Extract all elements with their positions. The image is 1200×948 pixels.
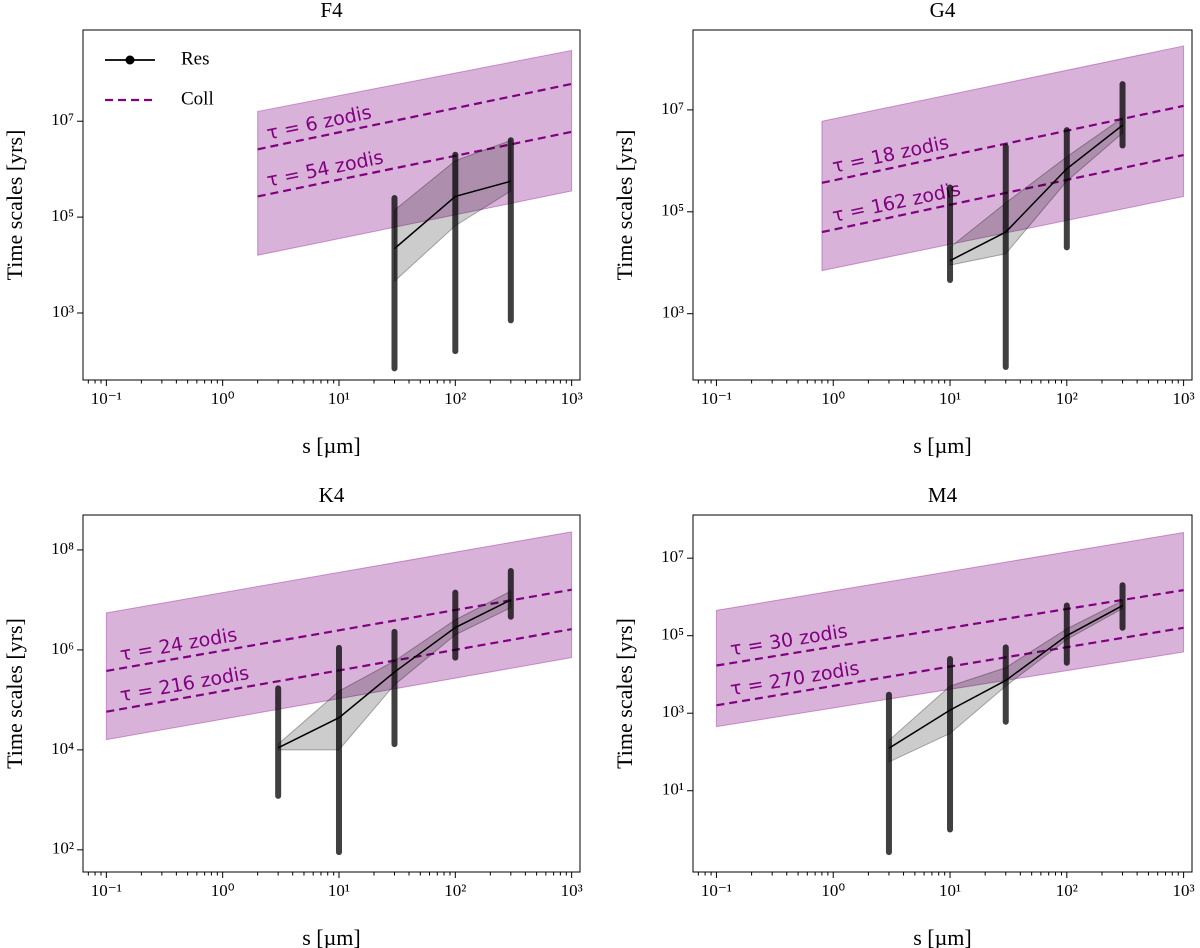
x-tick-label: 10⁻¹ bbox=[91, 881, 122, 900]
coll-line bbox=[716, 589, 1184, 667]
y-tick-label: 10⁵ bbox=[51, 206, 74, 225]
res-line bbox=[394, 180, 512, 250]
x-tick-label: 10² bbox=[1056, 389, 1078, 408]
y-axis-label: Time scales [yrs] bbox=[2, 130, 27, 281]
x-tick-label: 10² bbox=[444, 389, 466, 408]
x-axis-label: s [µm] bbox=[302, 925, 361, 948]
coll-line bbox=[106, 588, 572, 672]
y-tick-label: 10³ bbox=[52, 302, 74, 321]
x-axis-label: s [µm] bbox=[302, 433, 361, 458]
y-tick-label: 10³ bbox=[662, 303, 684, 322]
x-axis-label: s [µm] bbox=[913, 433, 972, 458]
y-axis-label: Time scales [yrs] bbox=[612, 618, 637, 769]
y-tick-label: 10⁵ bbox=[661, 201, 684, 220]
y-tick-label: 10⁶ bbox=[51, 639, 74, 658]
legend-label: Res bbox=[181, 48, 210, 69]
y-tick-label: 10⁵ bbox=[661, 625, 684, 644]
coll-band bbox=[257, 49, 573, 256]
axes-frame bbox=[82, 29, 581, 381]
legend-marker bbox=[125, 55, 135, 65]
y-tick-label: 10³ bbox=[662, 702, 684, 721]
legend-label: Coll bbox=[181, 88, 214, 109]
coll-line bbox=[257, 130, 572, 198]
panel-title: M4 bbox=[928, 483, 958, 507]
res-line bbox=[888, 604, 1123, 749]
coll-line bbox=[821, 104, 1184, 184]
x-tick-label: 10⁰ bbox=[211, 389, 235, 408]
x-tick-label: 10⁰ bbox=[821, 389, 845, 408]
y-tick-label: 10⁷ bbox=[51, 110, 74, 129]
x-tick-label: 10⁰ bbox=[821, 881, 845, 900]
x-tick-label: 10³ bbox=[1173, 881, 1195, 900]
x-tick-label: 10¹ bbox=[328, 881, 350, 900]
x-tick-label: 10³ bbox=[561, 389, 583, 408]
axes-frame bbox=[692, 514, 1193, 873]
y-tick-label: 10⁴ bbox=[51, 739, 74, 758]
y-tick-label: 10⁷ bbox=[661, 99, 684, 118]
panel-title: K4 bbox=[319, 483, 345, 507]
coll-band bbox=[105, 531, 573, 741]
x-tick-label: 10² bbox=[444, 881, 466, 900]
x-tick-label: 10⁻¹ bbox=[701, 881, 732, 900]
x-tick-label: 10² bbox=[1056, 881, 1078, 900]
x-tick-label: 10⁻¹ bbox=[91, 389, 122, 408]
y-tick-label: 10² bbox=[52, 839, 74, 858]
x-tick-label: 10³ bbox=[561, 881, 583, 900]
coll-line bbox=[257, 82, 572, 151]
panel-title: F4 bbox=[320, 0, 343, 22]
y-tick-label: 10⁸ bbox=[51, 539, 74, 558]
panel-title: G4 bbox=[930, 0, 956, 22]
x-axis-label: s [µm] bbox=[913, 925, 972, 948]
coll-band bbox=[715, 531, 1185, 728]
x-tick-label: 10¹ bbox=[939, 881, 961, 900]
y-axis-label: Time scales [yrs] bbox=[2, 618, 27, 769]
x-tick-label: 10¹ bbox=[939, 389, 961, 408]
x-tick-label: 10⁰ bbox=[211, 881, 235, 900]
y-axis-label: Time scales [yrs] bbox=[612, 130, 637, 281]
x-tick-label: 10⁻¹ bbox=[701, 389, 732, 408]
y-tick-label: 10¹ bbox=[662, 780, 684, 799]
y-tick-label: 10⁷ bbox=[661, 547, 684, 566]
x-tick-label: 10¹ bbox=[328, 389, 350, 408]
axes-frame bbox=[82, 514, 581, 873]
res-line bbox=[277, 599, 512, 749]
x-tick-label: 10³ bbox=[1173, 389, 1195, 408]
axes-frame bbox=[692, 29, 1193, 381]
res-line bbox=[949, 124, 1124, 262]
